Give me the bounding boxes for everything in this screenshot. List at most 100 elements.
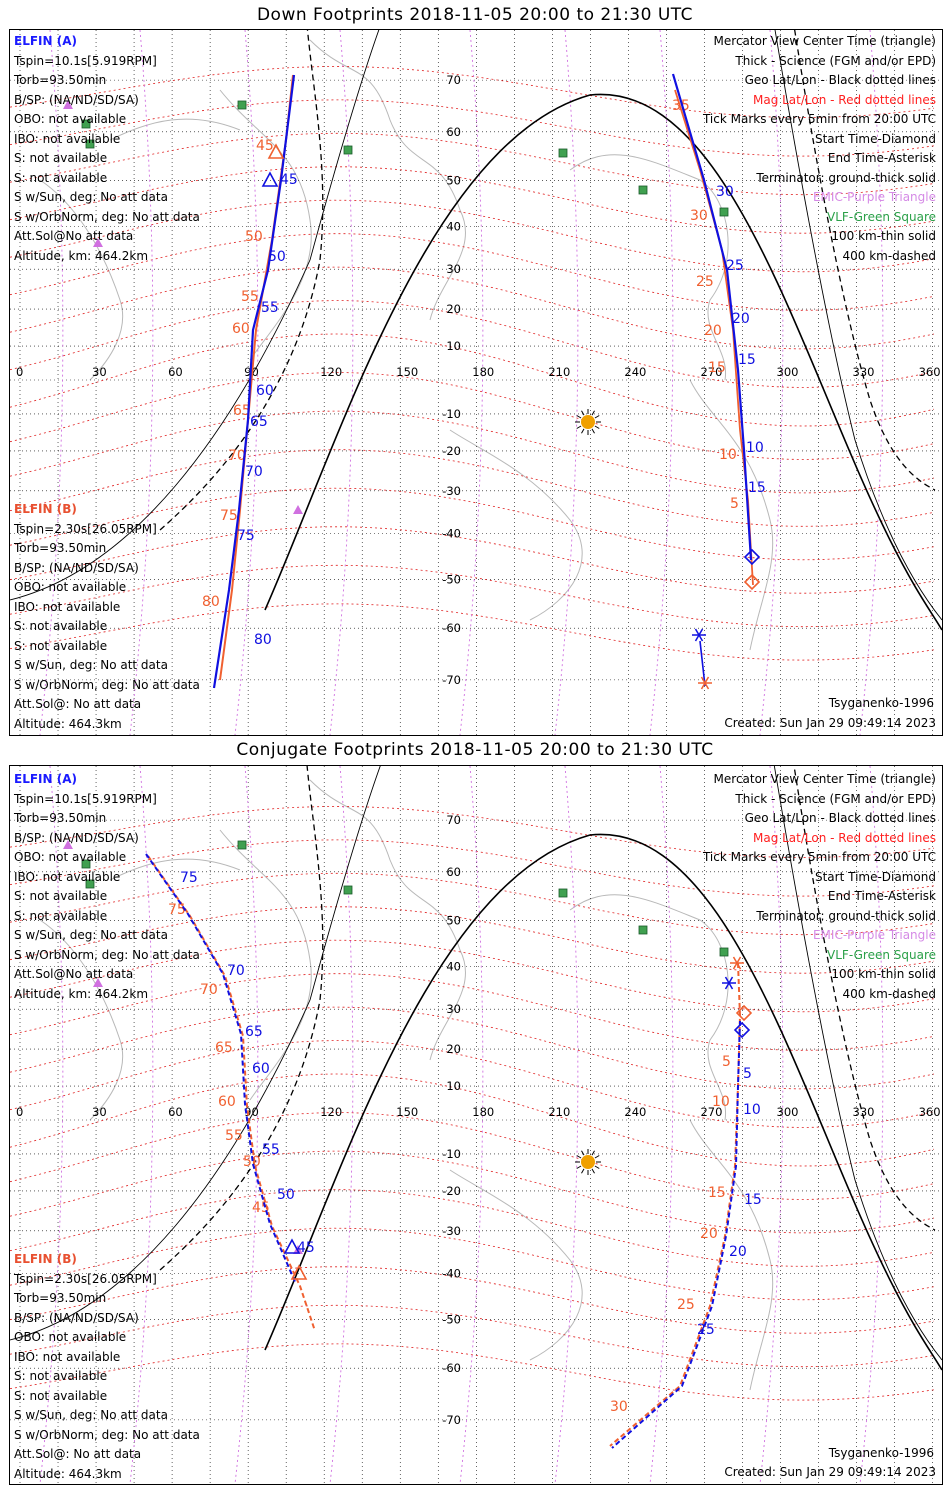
probe-a-info: ELFIN (A) Tspin=10.1s[5.919RPM] Torb=93.… bbox=[14, 770, 200, 1004]
vlf-station-marker bbox=[343, 145, 353, 155]
tick-label: 10 bbox=[712, 1094, 730, 1110]
probe-a-ssun: S w/Sun, deg: No att data bbox=[14, 928, 168, 942]
lon-label: 240 bbox=[624, 365, 646, 379]
sun-ray bbox=[581, 1150, 585, 1156]
legend-geo-grid: Geo Lat/Lon - Black dotted lines bbox=[744, 73, 936, 87]
tick-label: 60 bbox=[218, 1094, 236, 1110]
probe-a-bsp: B/SP: (NA/ND/SD/SA) bbox=[14, 830, 139, 845]
tick-label: 55 bbox=[261, 300, 279, 316]
tick-label: 70 bbox=[245, 464, 263, 480]
coastline bbox=[39, 919, 124, 1121]
lon-label: 270 bbox=[700, 1105, 722, 1119]
terminator-400km-left bbox=[159, 30, 324, 531]
mag-meridian bbox=[459, 30, 484, 735]
coastline bbox=[39, 179, 124, 381]
lon-label: 60 bbox=[168, 1105, 183, 1119]
lon-label: 180 bbox=[472, 1105, 494, 1119]
lon-label: 120 bbox=[320, 365, 342, 379]
mag-parallel bbox=[10, 1112, 935, 1200]
probe-a-attsol: Att.Sol@No att data bbox=[14, 967, 134, 981]
tick-label: 65 bbox=[245, 1024, 263, 1040]
lon-label: 330 bbox=[853, 365, 875, 379]
mag-parallel bbox=[10, 166, 935, 234]
mag-meridian bbox=[459, 766, 484, 1484]
lon-label: 30 bbox=[92, 365, 107, 379]
coastline bbox=[449, 429, 583, 621]
lat-label: -70 bbox=[442, 673, 461, 687]
probe-b-end-marker bbox=[700, 676, 710, 690]
probe-b-obo: OBO: not available bbox=[14, 1330, 127, 1344]
sun-icon bbox=[581, 415, 595, 429]
lat-label: -10 bbox=[442, 1147, 461, 1161]
tick-label: 55 bbox=[225, 1128, 243, 1144]
mag-meridian bbox=[329, 766, 354, 1484]
coastline bbox=[449, 1169, 583, 1361]
probe-b-info: ELFIN (B) Tspin=2.30s[26.05RPM] Torb=93.… bbox=[14, 1250, 200, 1484]
lat-label: -50 bbox=[442, 1312, 461, 1326]
vlf-station-marker bbox=[85, 139, 95, 149]
mag-meridian bbox=[234, 30, 259, 735]
terminator-ground bbox=[264, 833, 942, 1371]
terminator-100km-right bbox=[774, 30, 942, 621]
lat-label: 60 bbox=[446, 125, 461, 139]
probe-b-center-time-marker bbox=[290, 1264, 308, 1280]
sun-ray bbox=[591, 1168, 595, 1174]
legend-tick-marks: Tick Marks every 5min from 20:00 UTC bbox=[702, 112, 936, 126]
tick-label: 50 bbox=[268, 249, 286, 265]
coastline bbox=[309, 39, 466, 321]
probe-b-attsol: Att.Sol@: No att data bbox=[14, 697, 142, 711]
legend-center-time: Mercator View Center Time (triangle) bbox=[713, 772, 936, 786]
legend-start-time: Start Time-Diamond bbox=[814, 869, 936, 884]
coastline bbox=[569, 894, 729, 1121]
probe-b-ibo: IBO: not available bbox=[14, 599, 121, 614]
probe-a-obo: OBO: not available bbox=[14, 850, 127, 864]
tick-label: 30 bbox=[690, 208, 708, 224]
lon-label: 180 bbox=[472, 365, 494, 379]
tick-label: 15 bbox=[708, 1185, 726, 1201]
legend-terminator: Terminator: ground-thick solid bbox=[756, 908, 936, 923]
mag-meridian bbox=[649, 766, 674, 1484]
probe-a-end-track bbox=[699, 640, 706, 687]
lat-label: 30 bbox=[446, 1002, 461, 1016]
conjugate-footprints-map: 0 30 60 90 120 150 180 210 240 270 300 330 360 70 60 50… bbox=[9, 765, 943, 1485]
probe-a-start-marker bbox=[733, 1021, 751, 1039]
terminator-400km-right bbox=[794, 30, 936, 491]
vlf-station-marker bbox=[638, 925, 648, 935]
model-name: Tsyganenko-1996 bbox=[828, 696, 934, 710]
lat-label: -60 bbox=[442, 1361, 461, 1375]
probe-a-end-marker bbox=[694, 628, 704, 642]
probe-b-obo: OBO: not available bbox=[14, 580, 127, 594]
probe-a-torb: Torb=93.50min bbox=[14, 811, 107, 825]
lon-label: 30 bbox=[92, 1105, 107, 1119]
probe-b-tspin: Tspin=2.30s[26.05RPM] bbox=[14, 1271, 157, 1286]
mag-parallel bbox=[10, 1006, 935, 1090]
probe-b-s2: S: not available bbox=[14, 638, 108, 653]
probe-b-s1: S: not available bbox=[14, 1369, 108, 1383]
probe-b-altitude: Altitude: 464.3km bbox=[14, 1466, 122, 1481]
emic-station-marker bbox=[63, 100, 73, 109]
probe-b-s1: S: not available bbox=[14, 619, 108, 633]
lat-label: -20 bbox=[442, 444, 461, 458]
probe-a-altitude: Altitude, km: 464.2km bbox=[14, 986, 149, 1001]
sun-ray bbox=[591, 410, 595, 416]
tick-label: 30 bbox=[716, 184, 734, 200]
probe-a-center-time-marker bbox=[283, 1238, 301, 1254]
probe-b-info: ELFIN (B) Tspin=2.30s[26.05RPM] Torb=93.… bbox=[14, 500, 200, 734]
vlf-station-marker bbox=[638, 185, 648, 195]
lat-label: -30 bbox=[442, 484, 461, 498]
probe-b-torb: Torb=93.50min bbox=[14, 1291, 107, 1305]
sun-ray bbox=[594, 415, 600, 419]
vlf-station-marker bbox=[343, 885, 353, 895]
lat-label: -10 bbox=[442, 407, 461, 421]
probe-b-end-marker bbox=[732, 956, 742, 970]
lat-label: 60 bbox=[446, 865, 461, 879]
legend-100km: 100 km-thin solid bbox=[831, 229, 936, 243]
probe-a-end-marker bbox=[724, 976, 734, 990]
lat-label: 20 bbox=[446, 1042, 461, 1056]
lat-label: 10 bbox=[446, 339, 461, 353]
tick-label: 10 bbox=[743, 1102, 761, 1118]
lat-label: 10 bbox=[446, 1079, 461, 1093]
probe-b-ssun: S w/Sun, deg: No att data bbox=[14, 658, 168, 672]
tick-label: 50 bbox=[243, 1154, 261, 1170]
mag-parallel bbox=[10, 1304, 935, 1368]
